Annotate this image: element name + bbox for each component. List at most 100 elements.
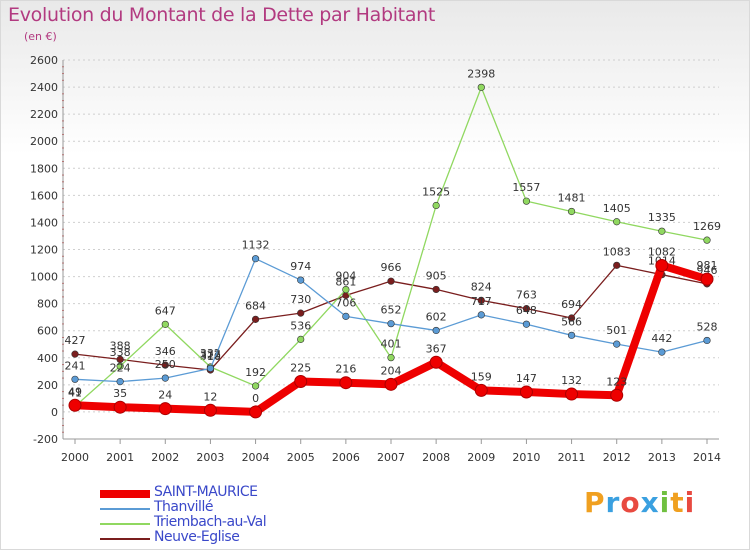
- legend-swatch: [100, 490, 150, 498]
- data-point: [519, 385, 533, 399]
- x-tick-label: 2014: [693, 451, 721, 464]
- data-point: [432, 326, 440, 335]
- data-label: 1335: [648, 211, 676, 224]
- data-point: [477, 296, 485, 304]
- data-label: 1405: [603, 202, 631, 215]
- logo-letter: x: [640, 486, 660, 519]
- data-point: [251, 382, 260, 390]
- data-point: [297, 309, 305, 317]
- x-tick-label: 2010: [512, 451, 540, 464]
- y-tick-label: 1800: [30, 162, 58, 175]
- data-label: 528: [697, 320, 718, 333]
- data-label: 192: [245, 366, 266, 379]
- y-tick-label: 0: [51, 406, 58, 419]
- data-label: 224: [110, 362, 131, 375]
- data-label: 904: [335, 270, 356, 283]
- data-point: [613, 218, 621, 226]
- data-point: [610, 388, 624, 402]
- x-tick-label: 2006: [332, 451, 360, 464]
- data-label: 652: [381, 304, 402, 317]
- data-point: [158, 402, 172, 416]
- legend-label: SAINT-MAURICE: [154, 484, 258, 500]
- data-point: [565, 387, 579, 401]
- data-point: [655, 258, 669, 272]
- data-point: [387, 277, 395, 285]
- data-point: [113, 400, 127, 414]
- data-point: [477, 83, 485, 91]
- data-point: [206, 364, 215, 372]
- data-point: [251, 255, 260, 263]
- y-tick-label: 1200: [30, 244, 58, 257]
- legend-swatch: [100, 523, 150, 525]
- chart-title: Evolution du Montant de la Dette par Hab…: [8, 4, 436, 26]
- x-tick-label: 2000: [61, 451, 89, 464]
- data-point: [161, 320, 169, 328]
- data-point: [294, 374, 308, 388]
- data-point: [432, 201, 440, 210]
- y-grid: -200 0 200 400 600 800 1000 1200 1400 1600 1800 200…: [30, 54, 719, 446]
- x-tick-label: 2008: [422, 451, 450, 464]
- data-point: [116, 378, 124, 386]
- data-label: 966: [381, 261, 402, 274]
- data-label: 981: [697, 259, 718, 272]
- data-label: 310: [200, 350, 221, 363]
- data-label: 730: [290, 293, 311, 306]
- data-point: [700, 272, 714, 286]
- logo-letter: o: [620, 486, 641, 519]
- data-label: 346: [155, 345, 176, 358]
- x-tick-label: 2011: [558, 451, 586, 464]
- data-label: 225: [290, 361, 311, 374]
- unit-label: (en €): [24, 30, 57, 43]
- series-triembach-au-val: 4133864733219253690440115252398155714811…: [68, 67, 721, 410]
- data-label: 905: [426, 269, 447, 282]
- data-label: 536: [290, 319, 311, 332]
- data-point: [703, 336, 711, 345]
- data-point: [116, 362, 124, 370]
- data-label: 1083: [603, 245, 631, 258]
- data-label: 1269: [693, 220, 721, 233]
- logo-letter: i: [659, 486, 671, 519]
- x-axis-labels: 2000 2001 2002 2003 2004 2005 2006 2007 2008 2009…: [61, 439, 721, 464]
- data-point: [567, 331, 576, 339]
- data-point: [342, 285, 350, 294]
- data-point: [522, 197, 531, 205]
- x-tick-label: 2004: [242, 451, 270, 464]
- data-label: 147: [516, 372, 537, 385]
- data-label: 1525: [422, 186, 450, 199]
- logo-letter: P: [584, 486, 606, 519]
- data-label: 132: [561, 374, 582, 387]
- data-label: 241: [65, 359, 86, 372]
- data-label: 1481: [558, 191, 586, 204]
- data-label: 1082: [648, 245, 676, 258]
- data-point: [297, 335, 305, 343]
- series-thanvill-: 241 224 250 322 1132 974 706 652 602 717 648 566 501…: [65, 239, 718, 386]
- data-label: 367: [426, 342, 447, 355]
- data-point: [477, 311, 485, 319]
- data-point: [71, 375, 79, 383]
- logo-letter: i: [684, 486, 696, 519]
- data-point: [474, 383, 488, 397]
- data-label: 159: [471, 370, 492, 383]
- y-tick-label: 400: [37, 352, 58, 365]
- data-label: 824: [471, 280, 492, 293]
- x-tick-label: 2003: [196, 451, 224, 464]
- legend-label: Neuve-Eglise: [154, 529, 240, 545]
- y-tick-label: 2400: [30, 81, 58, 94]
- x-tick-label: 2005: [287, 451, 315, 464]
- data-point: [68, 398, 82, 412]
- data-label: 974: [290, 260, 311, 273]
- proxiti-logo: Proxiti: [584, 486, 695, 519]
- y-tick-label: 1600: [30, 189, 58, 202]
- data-label: 2398: [467, 67, 495, 80]
- x-tick-label: 2002: [151, 451, 179, 464]
- data-label: 216: [335, 363, 356, 376]
- y-tick-label: 800: [37, 298, 58, 311]
- data-label: 41: [68, 386, 82, 399]
- data-label: 204: [381, 364, 402, 377]
- legend-label: Thanvillé: [154, 499, 213, 515]
- x-tick-label: 2001: [106, 451, 134, 464]
- data-label: 694: [561, 298, 582, 311]
- data-label: 566: [561, 315, 582, 328]
